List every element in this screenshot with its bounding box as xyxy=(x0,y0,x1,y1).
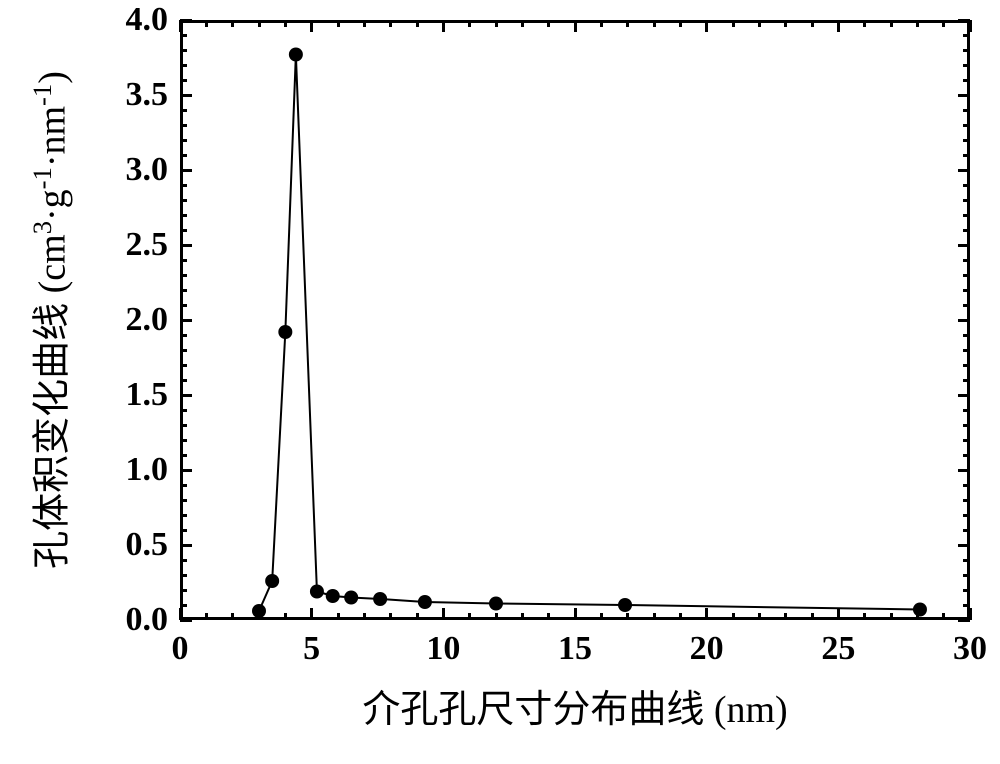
y-tick-label: 2.0 xyxy=(126,301,169,339)
x-axis-title: 介孔孔尺寸分布曲线 (nm) xyxy=(362,678,787,733)
y-tick-label: 1.5 xyxy=(126,376,169,414)
x-tick-label: 30 xyxy=(953,630,987,668)
x-tick-label: 20 xyxy=(690,630,724,668)
y-tick-label: 3.0 xyxy=(126,151,169,189)
pore-distribution-chart: 0510152025300.00.51.01.52.02.53.03.54.0 … xyxy=(0,0,1000,764)
y-tick-label: 1.0 xyxy=(126,451,169,489)
y-tick-label: 4.0 xyxy=(126,1,169,39)
y-tick-label: 2.5 xyxy=(126,226,169,264)
x-tick-label: 0 xyxy=(172,630,189,668)
y-axis-title: 孔体积变化曲线 (cm3·g-1·nm-1) xyxy=(21,71,76,569)
x-tick-label: 5 xyxy=(303,630,320,668)
x-tick-label: 25 xyxy=(821,630,855,668)
y-tick-label: 0.0 xyxy=(126,601,169,639)
y-tick-label: 0.5 xyxy=(126,526,169,564)
y-tick-label: 3.5 xyxy=(126,76,169,114)
x-tick-label: 15 xyxy=(558,630,592,668)
x-tick-label: 10 xyxy=(426,630,460,668)
